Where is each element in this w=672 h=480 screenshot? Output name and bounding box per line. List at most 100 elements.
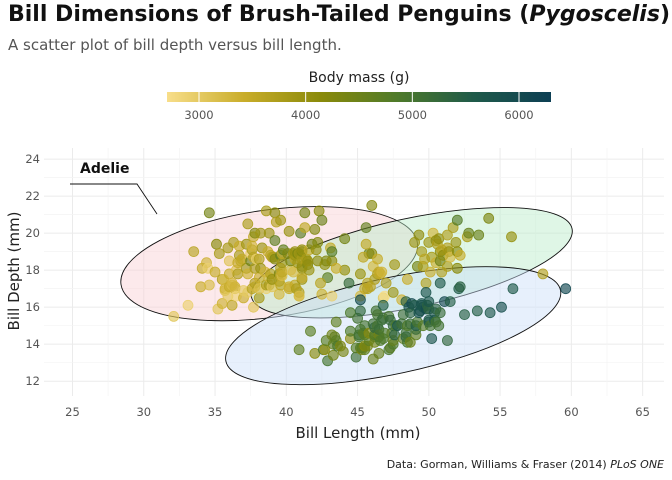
point-adelie [302, 255, 314, 267]
chart-title-end: ) [659, 2, 670, 27]
point-chinstrap [506, 231, 517, 243]
point-gentoo [293, 344, 305, 356]
y-tick-label: 22 [25, 189, 40, 203]
point-chinstrap [441, 260, 453, 272]
point-chinstrap [424, 266, 436, 278]
point-adelie [242, 218, 254, 230]
point-adelie [182, 299, 194, 311]
point-gentoo [337, 346, 349, 358]
point-adelie [263, 227, 275, 239]
point-adelie [273, 288, 285, 300]
chart-title: Bill Dimensions of Brush-Tailed Penguins… [8, 2, 670, 27]
point-adelie [168, 310, 180, 322]
y-tick-label: 12 [25, 374, 40, 388]
point-chinstrap [451, 214, 463, 226]
point-adelie [203, 207, 215, 219]
point-adelie [283, 225, 295, 237]
chart-title-genus: Pygoscelis [529, 2, 660, 27]
point-chinstrap [389, 259, 401, 271]
point-chinstrap [463, 227, 475, 239]
chart-subtitle: A scatter plot of bill depth versus bill… [8, 36, 342, 54]
point-adelie [203, 279, 215, 291]
y-axis-title: Bill Depth (mm) [5, 212, 23, 331]
x-tick-label: 60 [564, 405, 579, 419]
point-gentoo [404, 336, 416, 348]
legend-colorbar [167, 92, 551, 102]
x-tick-label: 50 [422, 405, 437, 419]
data-points [168, 199, 572, 367]
point-adelie [275, 214, 287, 226]
point-gentoo [327, 349, 339, 361]
point-gentoo [354, 305, 366, 317]
point-gentoo [343, 277, 355, 289]
point-gentoo [434, 307, 446, 319]
point-chinstrap [360, 238, 372, 250]
group-ellipses [120, 206, 573, 386]
point-adelie [339, 233, 351, 245]
legend-title: Body mass (g) [309, 70, 410, 86]
point-chinstrap [450, 236, 462, 248]
x-axis-title: Bill Length (mm) [296, 424, 421, 442]
x-tick-label: 25 [65, 405, 80, 419]
point-chinstrap [413, 229, 425, 241]
point-gentoo [441, 335, 453, 346]
point-chinstrap [401, 273, 413, 285]
x-tick-label: 65 [635, 405, 650, 419]
point-gentoo [484, 307, 496, 319]
point-adelie [299, 207, 311, 219]
point-chinstrap [387, 286, 399, 298]
caption-text: Data: Gorman, Williams & Fraser (2014) [386, 458, 611, 471]
point-gentoo [433, 320, 445, 332]
point-chinstrap [380, 277, 392, 289]
chart-title-text: Bill Dimensions of Brush-Tailed Penguins… [8, 2, 530, 27]
annotation: Adelie [70, 161, 158, 215]
y-tick-label: 18 [25, 263, 40, 277]
point-adelie [253, 292, 265, 304]
point-adelie [322, 272, 334, 284]
point-gentoo [373, 347, 385, 359]
x-tick-label: 45 [350, 405, 365, 419]
point-adelie [226, 299, 238, 311]
point-chinstrap [293, 290, 305, 302]
point-gentoo [420, 286, 432, 298]
point-gentoo [434, 277, 446, 289]
point-gentoo [444, 296, 456, 308]
point-chinstrap [451, 262, 463, 274]
point-chinstrap [315, 277, 326, 289]
y-tick-label: 24 [25, 152, 40, 166]
point-chinstrap [326, 290, 338, 302]
point-adelie [316, 214, 328, 226]
point-chinstrap [441, 229, 453, 241]
point-adelie [253, 253, 265, 265]
point-chinstrap [372, 253, 383, 265]
point-adelie [312, 236, 324, 248]
point-adelie [248, 301, 259, 313]
chart-caption: Data: Gorman, Williams & Fraser (2014) P… [387, 458, 664, 471]
point-gentoo [423, 296, 435, 308]
point-gentoo [471, 305, 483, 317]
point-adelie [313, 205, 325, 217]
axes: 25 30 35 40 45 50 55 60 65 12 14 16 18 20 22 24 [25, 152, 650, 419]
point-adelie [188, 246, 200, 258]
x-tick-label: 30 [136, 405, 151, 419]
point-gentoo [330, 316, 342, 328]
point-adelie [213, 248, 225, 259]
point-adelie [326, 246, 338, 258]
point-adelie [242, 268, 254, 280]
legend-tick-label: 4000 [291, 108, 320, 122]
y-tick-label: 14 [25, 337, 40, 351]
point-gentoo [560, 283, 572, 295]
legend-tick-label: 6000 [504, 108, 533, 122]
point-adelie [299, 222, 311, 234]
point-gentoo [454, 281, 466, 293]
x-tick-label: 35 [208, 405, 223, 419]
point-chinstrap [376, 266, 388, 278]
point-gentoo [354, 294, 366, 306]
point-chinstrap [330, 262, 342, 274]
x-tick-label: 55 [493, 405, 508, 419]
caption-journal: PLoS ONE [610, 458, 664, 471]
point-chinstrap [483, 212, 495, 224]
point-adelie [366, 199, 378, 211]
point-gentoo [496, 301, 507, 313]
